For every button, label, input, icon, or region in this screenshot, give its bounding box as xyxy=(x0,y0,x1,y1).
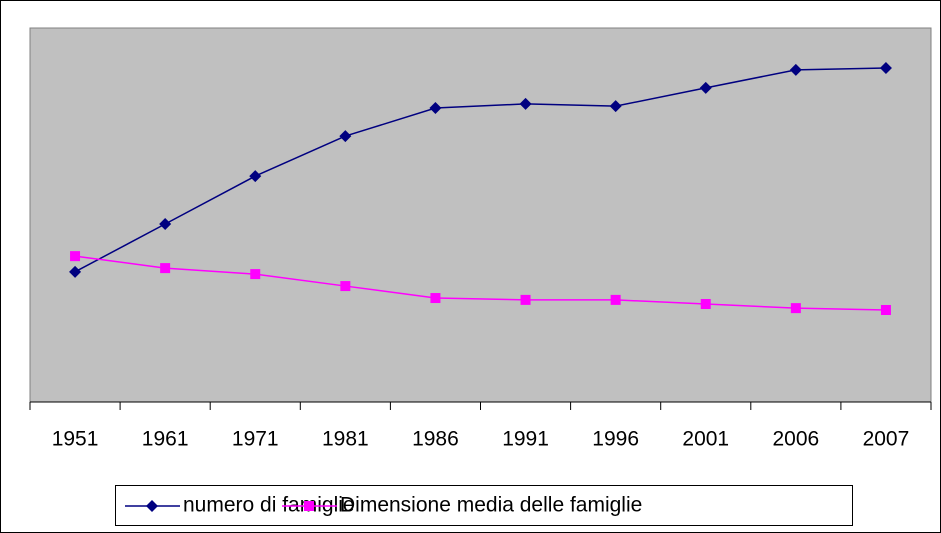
x-tick-label: 1971 xyxy=(232,428,279,451)
x-tick-label: 1981 xyxy=(322,428,369,451)
point xyxy=(304,501,314,511)
point xyxy=(70,251,81,262)
point xyxy=(520,294,531,305)
legend-label: Dimensione media delle famiglie xyxy=(340,494,642,517)
x-tick-label: 2007 xyxy=(863,428,910,451)
x-tick-label: 1961 xyxy=(142,428,189,451)
point xyxy=(699,81,712,94)
plot-area xyxy=(29,27,932,403)
x-tick-label: 2001 xyxy=(682,428,729,451)
point xyxy=(609,100,622,113)
point xyxy=(789,63,802,76)
point xyxy=(700,299,711,310)
point xyxy=(160,263,171,274)
point xyxy=(250,269,261,280)
point xyxy=(340,281,351,292)
legend-label: numero di famiglie xyxy=(183,494,355,517)
x-tick-label: 1986 xyxy=(412,428,459,451)
point xyxy=(790,303,801,314)
point xyxy=(610,294,621,305)
point xyxy=(159,217,172,230)
x-tick-label: 1991 xyxy=(502,428,549,451)
series-line xyxy=(74,255,886,311)
x-tick-label: 2006 xyxy=(772,428,819,451)
point xyxy=(146,500,158,512)
point xyxy=(880,304,891,315)
point xyxy=(429,102,442,115)
x-tick-label: 1951 xyxy=(52,428,99,451)
point xyxy=(339,130,352,143)
x-tick-label: 1996 xyxy=(592,428,639,451)
point xyxy=(249,170,262,183)
point xyxy=(519,97,532,110)
point xyxy=(69,265,82,278)
series-line xyxy=(74,67,886,273)
legend xyxy=(115,485,853,526)
point xyxy=(430,293,441,304)
point xyxy=(879,62,892,75)
